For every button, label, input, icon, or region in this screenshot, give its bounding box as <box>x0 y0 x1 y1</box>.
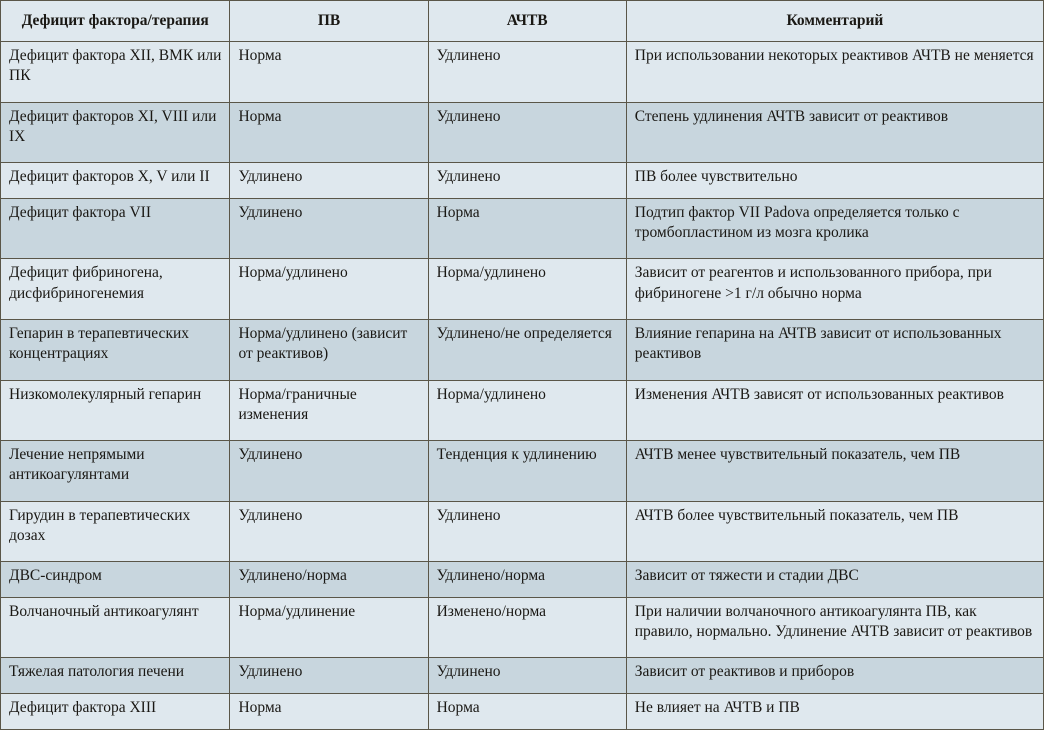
table-cell: Подтип фактор VII Padova определяется то… <box>626 198 1043 259</box>
header-row: Дефицит фактора/терапия ПВ АЧТВ Коммента… <box>1 1 1044 42</box>
table-cell: Влияние гепарина на АЧТВ зависит от испо… <box>626 319 1043 380</box>
table-cell: Гирудин в терапевти­ческих дозах <box>1 501 230 562</box>
table-row: Лечение непрямыми антикоагулянтамиУдлине… <box>1 441 1044 502</box>
table-cell: Удлинено <box>428 163 626 199</box>
table-cell: Удлинено <box>230 658 428 694</box>
table-cell: Удлинено/норма <box>428 562 626 598</box>
table-cell: Норма/граничные изменения <box>230 380 428 441</box>
table-cell: Норма <box>230 694 428 730</box>
table-cell: Удлинено <box>230 163 428 199</box>
table-row: Дефицит факторов X, V или IIУдлиненоУдли… <box>1 163 1044 199</box>
table-cell: Норма/удлинено <box>428 380 626 441</box>
table-cell: Норма <box>230 102 428 163</box>
table-cell: Тенденция к уд­линению <box>428 441 626 502</box>
table-row: Дефицит фактора VIIУдлиненоНормаПодтип ф… <box>1 198 1044 259</box>
table-cell: Норма <box>230 42 428 103</box>
table-cell: Удлинено <box>428 658 626 694</box>
table-cell: Норма <box>428 198 626 259</box>
table-row: Низкомолекулярный гепаринНорма/граничные… <box>1 380 1044 441</box>
table-cell: Тяжелая патология печени <box>1 658 230 694</box>
table-cell: Дефицит факторов XI, VIII или IX <box>1 102 230 163</box>
coagulation-table: Дефицит фактора/терапия ПВ АЧТВ Коммента… <box>0 0 1044 730</box>
table-cell: АЧТВ менее чувствительный показатель, че… <box>626 441 1043 502</box>
table-cell: Норма/удлинено <box>428 259 626 320</box>
header-deficit: Дефицит фактора/терапия <box>1 1 230 42</box>
table-cell: Удлинено <box>428 42 626 103</box>
table-row: Гирудин в терапевти­ческих дозахУдлинено… <box>1 501 1044 562</box>
table-cell: Удлинено/норма <box>230 562 428 598</box>
table-cell: Гепарин в терапевти­ческих концентрациях <box>1 319 230 380</box>
table-row: Тяжелая патология печениУдлиненоУдлинено… <box>1 658 1044 694</box>
table-cell: Удлинено <box>428 501 626 562</box>
table-row: ДВС-синдромУдлинено/нормаУдлинено/нормаЗ… <box>1 562 1044 598</box>
table-cell: Удлинено <box>230 441 428 502</box>
table-cell: Норма/удлинено <box>230 259 428 320</box>
table-cell: Изменено/норма <box>428 597 626 658</box>
table-cell: Лечение непрямыми антикоагулянтами <box>1 441 230 502</box>
table-cell: АЧТВ более чувствительный показатель, че… <box>626 501 1043 562</box>
table-cell: Низкомолекулярный гепарин <box>1 380 230 441</box>
header-achtv: АЧТВ <box>428 1 626 42</box>
table-cell: Дефицит фактора VII <box>1 198 230 259</box>
header-pv: ПВ <box>230 1 428 42</box>
table-cell: Степень удлинения АЧТВ зависит от реакти… <box>626 102 1043 163</box>
table-cell: Удлинено/не оп­ределяется <box>428 319 626 380</box>
table-cell: Удлинено <box>230 198 428 259</box>
table-cell: ДВС-синдром <box>1 562 230 598</box>
table-row: Дефицит фактора XIIIНормаНормаНе влияет … <box>1 694 1044 730</box>
table-cell: Дефицит фактора XIII <box>1 694 230 730</box>
table-row: Гепарин в терапевти­ческих концентрациях… <box>1 319 1044 380</box>
table-cell: Удлинено <box>428 102 626 163</box>
table-cell: Дефицит факторов X, V или II <box>1 163 230 199</box>
table-cell: При наличии волчаночного антикоагулянта … <box>626 597 1043 658</box>
table-cell: Дефицит фактора XII, ВМК или ПК <box>1 42 230 103</box>
table-cell: ПВ более чувствительно <box>626 163 1043 199</box>
table-cell: При использовании некоторых реактивов АЧ… <box>626 42 1043 103</box>
table-cell: Норма/удлинение <box>230 597 428 658</box>
table-cell: Норма/удлинено (зависит от реак­тивов) <box>230 319 428 380</box>
table-cell: Дефицит фибриногена, дисфибриногенемия <box>1 259 230 320</box>
table-cell: Волчаночный антикоагулянт <box>1 597 230 658</box>
table-cell: Зависит от реактивов и приборов <box>626 658 1043 694</box>
table-row: Волчаночный антикоагулянтНорма/удлинение… <box>1 597 1044 658</box>
table-cell: Не влияет на АЧТВ и ПВ <box>626 694 1043 730</box>
header-comment: Комментарий <box>626 1 1043 42</box>
table-cell: Зависит от тяжести и стадии ДВС <box>626 562 1043 598</box>
table-cell: Удлинено <box>230 501 428 562</box>
table-row: Дефицит фибриногена, дисфибриногенемияНо… <box>1 259 1044 320</box>
table-row: Дефицит фактора XII, ВМК или ПКНормаУдли… <box>1 42 1044 103</box>
table-row: Дефицит факторов XI, VIII или IXНормаУдл… <box>1 102 1044 163</box>
table-cell: Зависит от реагентов и использованного п… <box>626 259 1043 320</box>
table-cell: Изменения АЧТВ зависят от использован­ны… <box>626 380 1043 441</box>
table-cell: Норма <box>428 694 626 730</box>
